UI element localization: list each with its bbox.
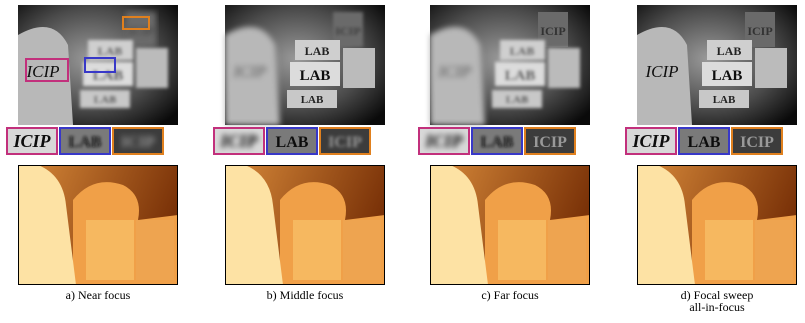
depth-map	[637, 165, 797, 285]
crop-text: ICIP	[740, 134, 774, 151]
crop: ICIP	[6, 127, 58, 155]
crop-content: ICIP	[424, 131, 463, 151]
crop-text: ICIP	[328, 134, 362, 151]
crop-text: ICIP	[12, 131, 51, 151]
depth-box	[136, 220, 174, 280]
photo-text: LAB	[713, 94, 736, 106]
photo-text: ICIP	[747, 24, 772, 38]
photo-text: ICIP	[540, 24, 565, 38]
photo-text: LAB	[93, 68, 124, 84]
crop-content: ICIP	[121, 134, 155, 151]
photo-text: LAB	[505, 68, 536, 84]
photo-text: ICIP	[437, 62, 471, 81]
depth-box	[498, 220, 546, 280]
box	[548, 48, 580, 88]
crop-content: LAB	[481, 134, 514, 151]
crop-text: ICIP	[219, 131, 258, 151]
near-region: ICIP	[430, 27, 485, 125]
crop: ICIP	[625, 127, 677, 155]
depth-box	[293, 220, 341, 280]
crop: LAB	[678, 127, 730, 155]
crop-text: ICIP	[424, 131, 463, 151]
panel-caption: all-in-focus	[689, 300, 745, 314]
photo-text: LAB	[300, 68, 331, 84]
depth-map	[430, 165, 590, 285]
crop-content: ICIP	[533, 134, 567, 151]
crop-content: ICIP	[219, 131, 258, 151]
photo-text: ICIP	[25, 62, 59, 81]
crop-content: ICIP	[740, 134, 774, 151]
panel-caption: a) Near focus	[66, 288, 131, 302]
figure: ICIP LAB LAB LAB ICIP ICIP LAB ICIP a) Near focu…	[0, 0, 805, 323]
crop-text: ICIP	[533, 134, 567, 151]
crop-text: ICIP	[121, 134, 155, 151]
photo-text: LAB	[506, 94, 529, 106]
box	[136, 48, 168, 88]
photo-text: LAB	[305, 44, 330, 58]
photo-text: LAB	[510, 44, 535, 58]
depth-box	[86, 220, 134, 280]
photo-text: ICIP	[335, 24, 360, 38]
crop: LAB	[266, 127, 318, 155]
crop: ICIP	[213, 127, 265, 155]
photo-text: LAB	[301, 94, 324, 106]
crop-content: LAB	[276, 134, 309, 151]
photo-text: ICIP	[644, 62, 678, 81]
photo-text: LAB	[712, 68, 743, 84]
photo-text: LAB	[717, 44, 742, 58]
crop-text: LAB	[69, 134, 102, 151]
photo-text: LAB	[94, 94, 117, 106]
depth-map	[225, 165, 385, 285]
crop: ICIP	[319, 127, 371, 155]
depth-box	[548, 220, 586, 280]
panel-caption: b) Middle focus	[267, 288, 344, 302]
crop-content: ICIP	[12, 131, 51, 151]
depth-box	[755, 220, 793, 280]
photo-text: ICIP	[232, 62, 266, 81]
crop-content: LAB	[688, 134, 721, 151]
crop-text: LAB	[276, 134, 309, 151]
depth-box	[705, 220, 753, 280]
depth-box	[343, 220, 381, 280]
crop: ICIP	[418, 127, 470, 155]
crop-text: ICIP	[631, 131, 670, 151]
crop: ICIP	[524, 127, 576, 155]
crop-content: LAB	[69, 134, 102, 151]
near-region: ICIP	[637, 27, 692, 125]
panel: ICIP LAB LAB LAB ICIP ICIP LAB ICIP c) Far focus	[418, 5, 590, 302]
crop: ICIP	[731, 127, 783, 155]
depth-map	[18, 165, 178, 285]
box	[755, 48, 787, 88]
panel-caption: c) Far focus	[481, 288, 539, 302]
crop: ICIP	[112, 127, 164, 155]
crop-text: LAB	[481, 134, 514, 151]
crop-content: ICIP	[328, 134, 362, 151]
near-region: ICIP	[225, 27, 280, 125]
crop-text: LAB	[688, 134, 721, 151]
box	[343, 48, 375, 88]
photo-text: LAB	[98, 44, 123, 58]
crop: LAB	[471, 127, 523, 155]
crop-content: ICIP	[631, 131, 670, 151]
panel: ICIP LAB LAB LAB ICIP ICIP LAB ICIP b) Middle fo…	[213, 5, 385, 302]
crop: LAB	[59, 127, 111, 155]
